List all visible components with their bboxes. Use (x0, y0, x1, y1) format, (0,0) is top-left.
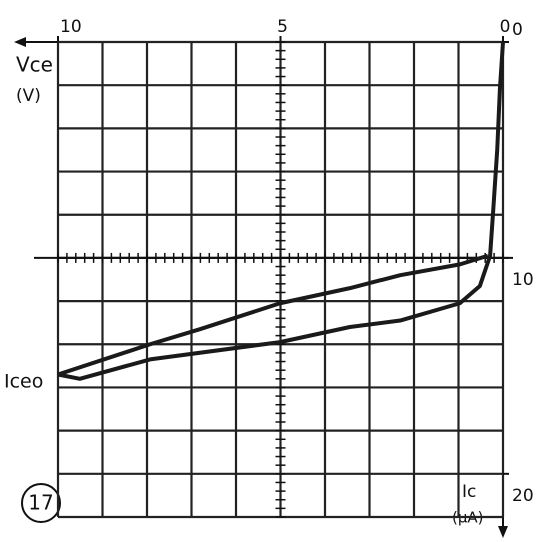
y-tick-label: 20 (512, 486, 534, 506)
arrow-head (14, 37, 26, 47)
curve (57, 253, 489, 377)
arrow-head (498, 526, 508, 538)
curve (57, 41, 505, 381)
y-axis-label: Ic (462, 482, 476, 502)
x-tick-label: 0 (500, 17, 511, 37)
x-tick-label: 10 (60, 17, 82, 37)
y-tick-label: 10 (512, 270, 534, 290)
annotation: Iceo (4, 371, 43, 393)
annotation: 17 (28, 491, 53, 515)
x-tick-label: 5 (277, 17, 288, 37)
badge (21, 483, 61, 523)
x-axis-unit: (V) (16, 86, 41, 106)
x-axis-label: Vce (16, 53, 53, 77)
y-tick-label: 0 (512, 20, 523, 40)
